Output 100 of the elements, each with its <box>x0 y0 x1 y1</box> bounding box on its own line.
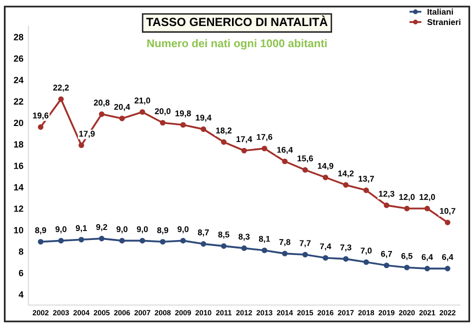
data-label: 8,5 <box>218 232 230 239</box>
data-label: 16,4 <box>277 146 293 154</box>
point <box>98 111 104 117</box>
data-label: 8,3 <box>238 234 250 241</box>
point <box>424 266 430 272</box>
data-label: 10,7 <box>440 208 456 216</box>
data-label: 22,2 <box>53 84 69 92</box>
point <box>119 238 125 244</box>
data-label: 7,8 <box>279 239 290 246</box>
data-label: 12,0 <box>399 194 415 202</box>
point <box>180 122 186 128</box>
y-tick-label: 6 <box>18 270 24 276</box>
point <box>363 188 369 194</box>
chart-title: TASSO GENERICO DI NATALITÀ <box>146 16 328 26</box>
data-label: 7,4 <box>320 243 332 250</box>
point <box>384 262 390 268</box>
y-tick-label: 26 <box>14 55 24 62</box>
y-tick-label: 12 <box>14 206 24 212</box>
y-tick-label: 18 <box>14 141 24 148</box>
point <box>302 167 308 173</box>
data-label: 9,2 <box>96 224 108 232</box>
point <box>343 182 349 188</box>
point <box>220 139 227 145</box>
point <box>140 109 146 115</box>
y-tick-label: 8 <box>18 248 24 255</box>
data-label: 8,7 <box>198 229 209 237</box>
data-label: 14,2 <box>338 170 354 178</box>
point <box>404 264 410 270</box>
point <box>424 206 430 212</box>
y-tick-label: 16 <box>14 162 24 169</box>
point <box>200 126 206 132</box>
data-label: 8,9 <box>157 227 168 234</box>
point <box>78 142 84 148</box>
point <box>444 266 450 272</box>
y-tick-label: 10 <box>14 226 24 234</box>
point <box>160 120 166 126</box>
point <box>262 146 268 152</box>
data-label: 19,8 <box>175 110 191 118</box>
text: Numero dei nati ogni 1000 abitanti <box>147 39 327 50</box>
data-label: 19,4 <box>196 114 212 122</box>
legend-label: Italiani <box>428 8 453 15</box>
data-label: 9,0 <box>136 226 148 234</box>
point <box>322 255 328 261</box>
point <box>38 124 44 130</box>
data-label: 19,6 <box>33 112 48 120</box>
point <box>220 243 227 249</box>
data-label: 18,2 <box>216 128 232 135</box>
data-label: 9,1 <box>76 225 87 232</box>
data-label: 20,8 <box>94 100 110 107</box>
data-label: 17,6 <box>256 134 272 142</box>
point <box>282 158 288 164</box>
data-label: 7,3 <box>340 244 352 252</box>
data-label: 12,0 <box>420 194 435 202</box>
data-label: 6,4 <box>422 254 433 262</box>
point <box>38 238 44 245</box>
point <box>262 248 268 254</box>
point <box>58 238 64 244</box>
data-label: 20,4 <box>114 104 130 112</box>
data-label: 13,7 <box>358 176 374 183</box>
data-label: 17,4 <box>236 136 252 144</box>
data-label: 9,0 <box>116 226 128 234</box>
y-tick-label: 28 <box>14 34 24 40</box>
data-label: 7,0 <box>360 248 372 255</box>
point <box>58 96 64 102</box>
point <box>404 206 410 212</box>
data-label: 14,9 <box>318 162 334 170</box>
point <box>200 241 206 247</box>
data-label: 20,0 <box>154 108 170 116</box>
point <box>444 220 450 226</box>
point <box>363 259 369 265</box>
point <box>241 245 247 251</box>
y-tick-label: 24 <box>14 76 24 84</box>
point <box>160 238 166 245</box>
y-tick-label: 14 <box>14 184 24 190</box>
data-label: 6,5 <box>401 253 412 260</box>
y-tick-label: 20 <box>14 120 24 126</box>
point <box>302 252 308 258</box>
point <box>78 236 84 242</box>
data-label: 15,6 <box>298 155 313 163</box>
legend-label: Stranieri <box>427 18 460 26</box>
data-label: 12,3 <box>378 190 394 198</box>
point <box>282 250 288 256</box>
point <box>384 202 390 208</box>
data-label: 9,0 <box>55 226 66 234</box>
data-label: 17,9 <box>79 130 95 138</box>
y-tick-label: 4 <box>18 291 24 298</box>
point <box>322 174 328 180</box>
data-label: 21,0 <box>134 98 150 105</box>
y-tick-label: 22 <box>14 98 24 105</box>
data-label: 8,9 <box>35 227 46 234</box>
point <box>119 116 125 122</box>
point <box>180 238 186 244</box>
point <box>98 236 104 242</box>
point <box>140 238 146 244</box>
point <box>241 148 247 154</box>
data-label: 7,7 <box>300 240 311 248</box>
point <box>343 256 349 262</box>
data-label: 6,7 <box>381 250 392 258</box>
data-label: 6,4 <box>442 254 454 262</box>
data-label: 9,0 <box>178 226 189 234</box>
